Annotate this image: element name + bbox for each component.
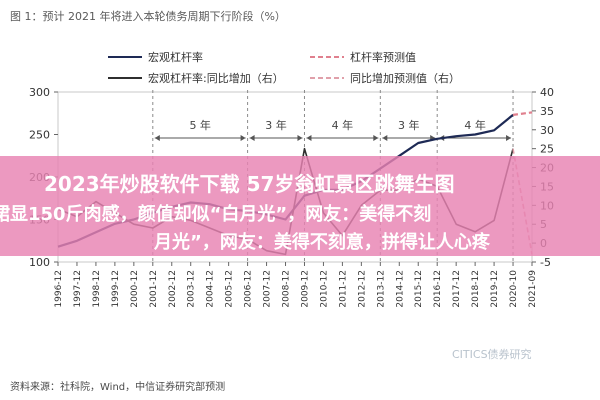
legend-label: 宏观杠杆率 bbox=[148, 50, 203, 64]
x-tick-label: 2002-12 bbox=[168, 270, 178, 308]
cycle-arrow-head bbox=[154, 135, 160, 141]
cycle-span-label: 5 年 bbox=[189, 118, 211, 132]
x-tick-label: 2004-12 bbox=[206, 270, 216, 308]
x-tick-label: 2021-09 bbox=[528, 270, 538, 308]
x-tick-label: 2006-12 bbox=[244, 270, 254, 308]
x-tick-label: 2001-12 bbox=[149, 270, 159, 308]
cycle-arrow-head bbox=[373, 135, 379, 141]
x-tick-label: 2018-12 bbox=[471, 270, 481, 308]
x-tick-label: 2019-12 bbox=[490, 270, 500, 308]
x-tick-label: 2016-12 bbox=[433, 270, 443, 308]
x-tick-label: 2007-12 bbox=[263, 270, 273, 308]
cycle-arrow-head bbox=[249, 135, 255, 141]
banner-line-3: 月光”，网友：美得不刻意，拼得让人心疼 bbox=[154, 232, 490, 253]
x-tick-label: 1996-12 bbox=[54, 270, 64, 308]
legend-label: 同比增加预测值（右） bbox=[350, 71, 460, 85]
legend-label: 宏观杠杆率:同比增加（右） bbox=[148, 71, 284, 85]
x-tick-label: 1998-12 bbox=[92, 270, 102, 308]
cycle-arrow-head bbox=[382, 135, 388, 141]
x-tick-label: 1999-12 bbox=[111, 270, 121, 308]
figure-title: 图 1：预计 2021 年将进入本轮债务周期下行阶段（%） bbox=[10, 10, 286, 23]
right-tick-label: 30 bbox=[540, 124, 554, 137]
cycle-span-label: 4 年 bbox=[332, 118, 354, 132]
cycle-span-label: 3 年 bbox=[398, 118, 420, 132]
x-tick-label: 2011-12 bbox=[338, 270, 348, 308]
x-tick-label: 2012-12 bbox=[357, 270, 367, 308]
right-tick-label: -5 bbox=[540, 256, 551, 269]
left-tick-label: 100 bbox=[29, 256, 50, 269]
x-tick-label: 2009-12 bbox=[300, 270, 310, 308]
x-tick-label: 2014-12 bbox=[395, 270, 405, 308]
cycle-span-label: 3 年 bbox=[265, 118, 287, 132]
series-line bbox=[512, 111, 533, 116]
x-tick-label: 2017-12 bbox=[452, 270, 462, 308]
source-note: 资料来源：社科院，Wind，中信证券研究部预测 bbox=[10, 382, 226, 393]
x-tick-label: 2020-10 bbox=[509, 270, 519, 308]
cycle-arrow-head bbox=[240, 135, 246, 141]
x-tick-label: 2000-12 bbox=[130, 270, 140, 308]
x-tick-label: 1997-12 bbox=[73, 270, 83, 308]
right-tick-label: 25 bbox=[540, 143, 554, 156]
cycle-arrow-head bbox=[306, 135, 312, 141]
legend-label: 杠杆率预测值 bbox=[350, 50, 416, 64]
cycle-span-label: 4 年 bbox=[464, 118, 486, 132]
x-tick-label: 2008-12 bbox=[282, 270, 292, 308]
x-tick-label: 2013-12 bbox=[376, 270, 386, 308]
banner-line-1: 2023年炒股软件下载 57岁翁虹景区跳舞生图 bbox=[44, 172, 455, 196]
watermark-text: CITICS债券研究 bbox=[452, 348, 532, 361]
banner-line-2: 裙显150斤肉感，颜值却似“白月光”，网友：美得不刻 bbox=[0, 204, 432, 225]
x-tick-label: 2005-12 bbox=[225, 270, 235, 308]
right-tick-label: 35 bbox=[540, 105, 554, 118]
cycle-arrow-head bbox=[506, 135, 512, 141]
left-tick-label: 300 bbox=[29, 86, 50, 99]
x-tick-label: 2003-12 bbox=[187, 270, 197, 308]
x-tick-label: 2015-12 bbox=[414, 270, 424, 308]
left-tick-label: 250 bbox=[29, 129, 50, 142]
cycle-arrow-head bbox=[297, 135, 303, 141]
x-tick-label: 2010-12 bbox=[319, 270, 329, 308]
overlay-banner: 2023年炒股软件下载 57岁翁虹景区跳舞生图 裙显150斤肉感，颜值却似“白月… bbox=[0, 156, 600, 256]
right-tick-label: 40 bbox=[540, 86, 554, 99]
